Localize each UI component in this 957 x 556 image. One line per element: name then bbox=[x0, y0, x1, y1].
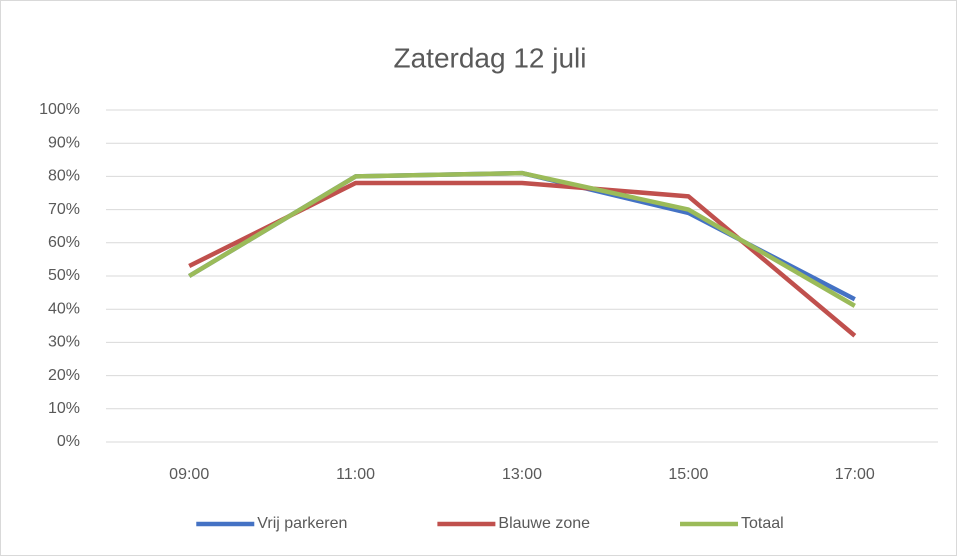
y-tick-label: 0% bbox=[57, 433, 80, 450]
x-tick-label: 17:00 bbox=[835, 466, 875, 483]
y-tick-label: 80% bbox=[48, 168, 80, 185]
y-tick-label: 20% bbox=[48, 367, 80, 384]
y-tick-label: 10% bbox=[48, 400, 80, 417]
legend-label: Vrij parkeren bbox=[257, 515, 347, 532]
x-tick-label: 15:00 bbox=[668, 466, 708, 483]
y-tick-label: 90% bbox=[48, 134, 80, 151]
x-tick-label: 13:00 bbox=[502, 466, 542, 483]
y-tick-label: 30% bbox=[48, 334, 80, 351]
y-tick-label: 40% bbox=[48, 300, 80, 317]
y-tick-label: 100% bbox=[39, 101, 80, 118]
legend-label: Totaal bbox=[741, 515, 784, 532]
chart-title: Zaterdag 12 juli bbox=[393, 42, 586, 73]
y-tick-label: 50% bbox=[48, 267, 80, 284]
x-tick-label: 09:00 bbox=[169, 466, 209, 483]
series-line bbox=[188, 170, 856, 308]
x-tick-label: 11:00 bbox=[336, 466, 375, 483]
legend-label: Blauwe zone bbox=[498, 515, 590, 532]
y-tick-label: 70% bbox=[48, 201, 80, 218]
y-tick-label: 60% bbox=[48, 234, 80, 251]
